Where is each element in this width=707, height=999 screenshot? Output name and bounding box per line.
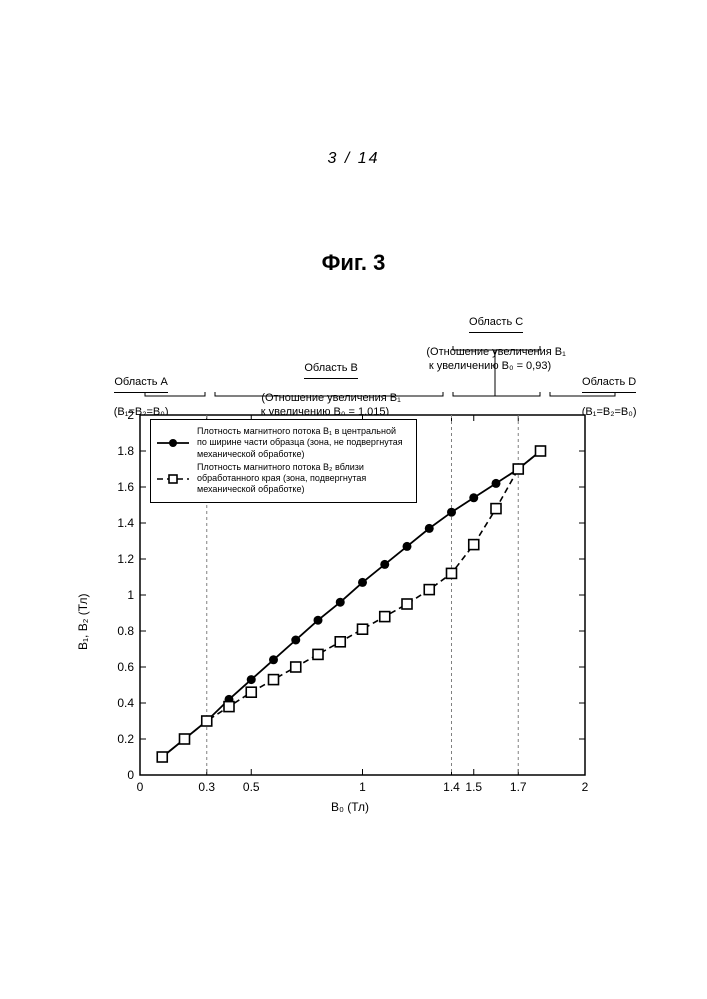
svg-text:1: 1 [127,588,134,602]
svg-text:0.6: 0.6 [117,660,134,674]
legend-marker-series1 [155,436,191,450]
svg-text:1.7: 1.7 [510,780,527,794]
svg-text:0: 0 [127,768,134,782]
svg-text:1: 1 [359,780,366,794]
svg-text:0.8: 0.8 [117,624,134,638]
x-axis-label: B₀ (Тл) [95,800,605,814]
legend-text-series1: Плотность магнитного потока B₁ в централ… [197,426,403,460]
legend: Плотность магнитного потока B₁ в централ… [150,419,417,503]
svg-text:0: 0 [137,780,144,794]
svg-text:1.5: 1.5 [465,780,482,794]
region-brackets [0,0,707,420]
legend-row-series1: Плотность магнитного потока B₁ в централ… [155,426,410,460]
svg-text:1.4: 1.4 [117,516,134,530]
svg-text:2: 2 [582,780,589,794]
svg-text:0.3: 0.3 [198,780,215,794]
svg-text:1.4: 1.4 [443,780,460,794]
legend-marker-series2 [155,472,191,486]
page: 3 / 14 Фиг. 3 Область А (B₁=B₂=B₀) Облас… [0,0,707,999]
y-axis-label: B₁, B₂ (Тл) [76,593,90,650]
svg-text:0.2: 0.2 [117,732,134,746]
svg-text:1.6: 1.6 [117,480,134,494]
svg-text:1.2: 1.2 [117,552,134,566]
legend-row-series2: Плотность магнитного потока B₂ вблизи об… [155,462,410,496]
svg-text:0.5: 0.5 [243,780,260,794]
svg-text:1.8: 1.8 [117,444,134,458]
chart-container: 0 0.2 0.4 0.6 0.8 1 1.2 1.4 1.6 1.8 2 0 0.3 0.5 1 1.4 1.… [95,405,605,810]
svg-text:2: 2 [127,408,134,422]
legend-text-series2: Плотность магнитного потока B₂ вблизи об… [197,462,366,496]
svg-text:0.4: 0.4 [117,696,134,710]
